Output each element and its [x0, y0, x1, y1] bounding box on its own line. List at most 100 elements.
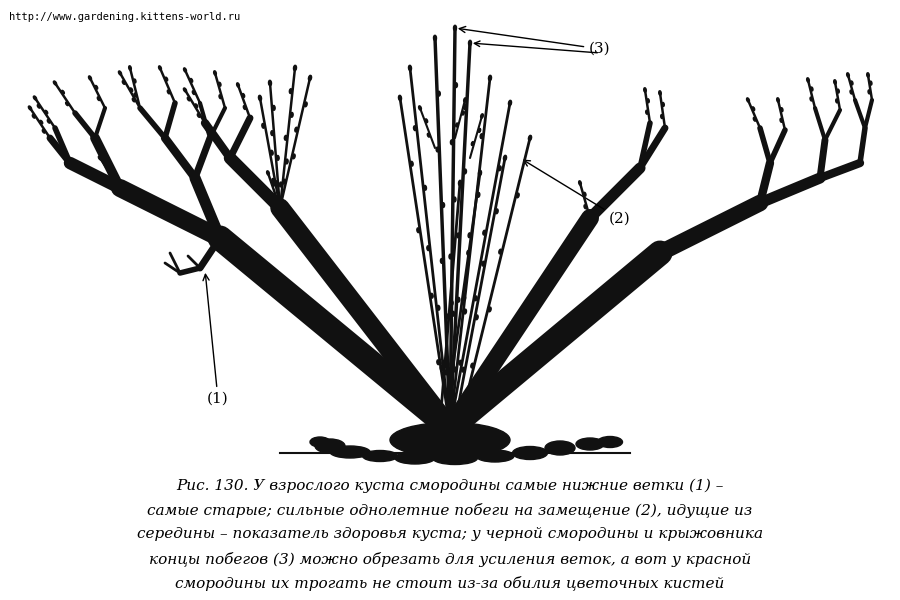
Ellipse shape: [474, 296, 477, 301]
Ellipse shape: [780, 118, 782, 122]
Ellipse shape: [753, 118, 756, 121]
Ellipse shape: [495, 209, 499, 214]
Ellipse shape: [279, 182, 282, 187]
Ellipse shape: [119, 71, 122, 75]
Ellipse shape: [464, 104, 466, 109]
Ellipse shape: [133, 79, 136, 83]
Ellipse shape: [482, 261, 484, 266]
Ellipse shape: [545, 441, 575, 455]
Ellipse shape: [315, 439, 345, 453]
Ellipse shape: [243, 106, 246, 109]
Ellipse shape: [258, 95, 262, 101]
Ellipse shape: [810, 97, 813, 101]
Ellipse shape: [472, 142, 473, 146]
Ellipse shape: [273, 106, 275, 110]
Ellipse shape: [446, 314, 449, 319]
Ellipse shape: [268, 80, 272, 86]
Ellipse shape: [463, 296, 465, 301]
Ellipse shape: [644, 88, 646, 92]
Ellipse shape: [167, 90, 170, 94]
Text: концы побегов (3) можно обрезать для усиления веток, а вот у красной: концы побегов (3) можно обрезать для уси…: [148, 552, 751, 567]
Ellipse shape: [132, 98, 135, 102]
Ellipse shape: [867, 73, 869, 77]
Ellipse shape: [274, 181, 277, 185]
Ellipse shape: [503, 155, 507, 161]
Ellipse shape: [457, 233, 460, 238]
Ellipse shape: [440, 259, 443, 263]
Ellipse shape: [289, 89, 293, 94]
Ellipse shape: [449, 254, 452, 259]
Ellipse shape: [489, 307, 491, 312]
Ellipse shape: [284, 136, 287, 140]
Ellipse shape: [66, 102, 68, 106]
Ellipse shape: [190, 79, 193, 82]
Ellipse shape: [445, 370, 447, 375]
Ellipse shape: [283, 179, 285, 184]
Ellipse shape: [517, 193, 519, 198]
Ellipse shape: [129, 66, 131, 70]
Ellipse shape: [430, 293, 433, 298]
Ellipse shape: [462, 367, 464, 372]
Ellipse shape: [850, 90, 852, 94]
Ellipse shape: [237, 83, 239, 87]
Ellipse shape: [242, 94, 245, 97]
Ellipse shape: [868, 90, 870, 94]
Ellipse shape: [276, 155, 279, 160]
Text: (1): (1): [203, 274, 229, 406]
Text: (3): (3): [459, 26, 611, 56]
Ellipse shape: [437, 305, 440, 310]
Ellipse shape: [512, 446, 547, 460]
Ellipse shape: [29, 106, 32, 110]
Ellipse shape: [274, 195, 275, 199]
Ellipse shape: [98, 156, 102, 160]
Ellipse shape: [746, 98, 750, 102]
Ellipse shape: [469, 40, 472, 46]
Ellipse shape: [508, 100, 511, 106]
Ellipse shape: [33, 96, 37, 100]
Ellipse shape: [409, 65, 411, 71]
Ellipse shape: [310, 437, 330, 447]
Ellipse shape: [410, 161, 413, 166]
Ellipse shape: [780, 107, 783, 112]
Ellipse shape: [528, 136, 532, 140]
Ellipse shape: [467, 250, 470, 255]
Ellipse shape: [499, 166, 501, 170]
Ellipse shape: [847, 73, 850, 77]
Ellipse shape: [478, 128, 481, 133]
Ellipse shape: [197, 114, 200, 118]
Ellipse shape: [481, 114, 483, 118]
Ellipse shape: [475, 315, 478, 320]
Ellipse shape: [442, 361, 445, 365]
Ellipse shape: [454, 25, 456, 31]
Ellipse shape: [266, 171, 269, 175]
Ellipse shape: [452, 241, 454, 245]
Ellipse shape: [390, 422, 510, 457]
Ellipse shape: [479, 170, 482, 176]
Ellipse shape: [437, 91, 440, 96]
Ellipse shape: [837, 89, 840, 93]
Ellipse shape: [309, 76, 311, 80]
Ellipse shape: [293, 65, 296, 71]
Ellipse shape: [40, 121, 42, 124]
Ellipse shape: [471, 363, 473, 368]
Ellipse shape: [806, 78, 809, 82]
Ellipse shape: [424, 185, 427, 190]
Ellipse shape: [111, 177, 113, 181]
Text: середины – показатель здоровья куста; у черной смородины и крыжовника: середины – показатель здоровья куста; у …: [137, 527, 763, 541]
Ellipse shape: [434, 35, 436, 41]
Ellipse shape: [295, 127, 298, 132]
Ellipse shape: [836, 99, 838, 103]
Ellipse shape: [450, 301, 454, 305]
Ellipse shape: [95, 85, 98, 89]
Ellipse shape: [418, 106, 421, 110]
Ellipse shape: [97, 97, 100, 101]
Ellipse shape: [647, 99, 649, 103]
Ellipse shape: [458, 181, 462, 185]
Ellipse shape: [833, 80, 836, 84]
Ellipse shape: [468, 233, 471, 238]
Ellipse shape: [165, 77, 167, 81]
Ellipse shape: [450, 361, 453, 366]
Ellipse shape: [399, 95, 401, 101]
Ellipse shape: [489, 76, 491, 80]
Ellipse shape: [850, 81, 853, 85]
